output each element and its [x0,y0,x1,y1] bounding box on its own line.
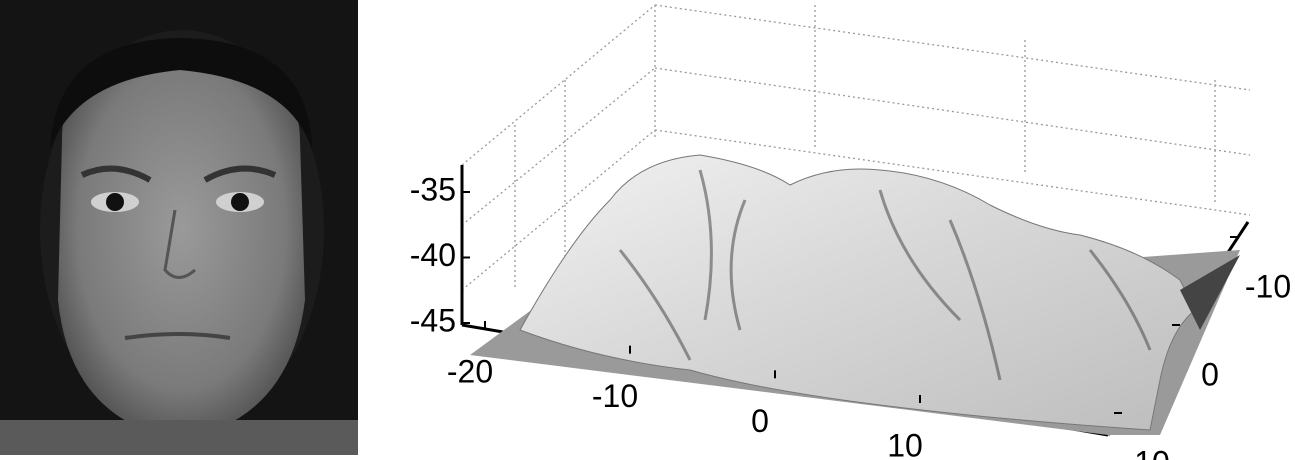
tick-label: -45 [410,302,456,338]
face-photo [0,0,358,455]
surface [470,155,1240,435]
figure: -35 -40 -45 -20 -10 0 10 -10 0 10 [0,0,1295,460]
tick-label: 0 [751,403,769,439]
tick-label: -40 [410,237,456,273]
tick-label: -20 [447,353,493,389]
tick-label: 10 [1134,444,1170,460]
tick-label: -10 [1245,268,1291,304]
page: {"figure": {"z_axis": {"ticks": [-35, -4… [0,0,1295,460]
tick-label: 10 [887,427,923,460]
tick-label: -35 [410,171,456,207]
tick-label: -10 [592,378,638,414]
tick-label: 0 [1201,356,1219,392]
